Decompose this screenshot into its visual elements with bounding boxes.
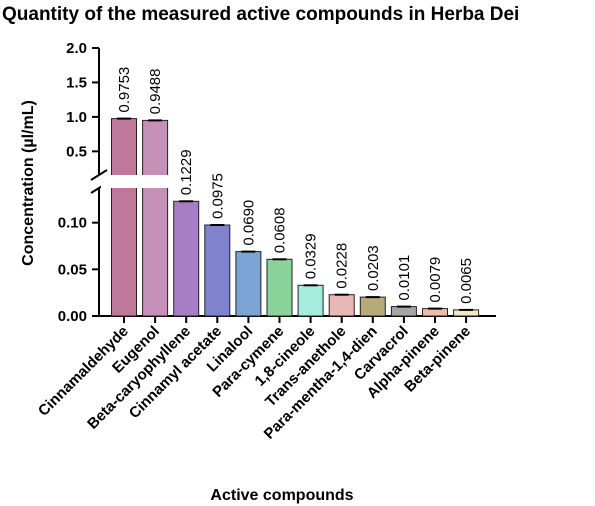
bar	[173, 200, 200, 317]
bar	[204, 224, 231, 317]
y-tick-label: 0.05	[58, 261, 87, 278]
bar	[266, 258, 293, 317]
bar	[359, 296, 386, 317]
data-label: 0.0228	[334, 243, 351, 289]
bar	[111, 118, 137, 317]
axis-break-mark	[90, 169, 108, 181]
data-label: 0.0065	[458, 258, 475, 304]
bar	[328, 294, 355, 317]
chart-ticks: 0.00 0.05 0.10 0.5 1.0 1.5 2.0	[58, 40, 468, 325]
data-label: 0.9488	[147, 69, 164, 115]
data-label: 0.0329	[303, 233, 320, 279]
y-tick-label: 1.5	[66, 74, 87, 91]
bar	[390, 306, 417, 317]
y-tick-label: 0.00	[58, 308, 87, 325]
y-tick-label: 1.0	[66, 109, 87, 126]
axis-break-gap	[101, 175, 498, 188]
data-label: 0.1229	[178, 149, 195, 195]
data-label: 0.0101	[396, 255, 413, 301]
bar	[422, 308, 448, 317]
data-label: 0.0608	[272, 207, 289, 253]
data-label: 0.0975	[209, 173, 226, 219]
chart-title: Quantity of the measured active compound…	[2, 4, 520, 25]
data-label: 0.0690	[240, 200, 257, 246]
bar	[142, 119, 169, 317]
data-label: 0.0079	[427, 257, 444, 303]
bar	[235, 251, 262, 317]
y-tick-label: 2.0	[66, 40, 87, 57]
x-axis-title: Active compounds	[210, 487, 353, 504]
chart-bars	[101, 117, 498, 317]
data-label: 0.9753	[116, 67, 133, 113]
bar	[297, 284, 324, 317]
y-axis-title: Concentration (µl/mL)	[20, 100, 37, 266]
y-tick-label: 0.5	[66, 143, 87, 160]
y-tick-label: 0.10	[58, 215, 87, 232]
data-label: 0.0203	[365, 245, 382, 291]
